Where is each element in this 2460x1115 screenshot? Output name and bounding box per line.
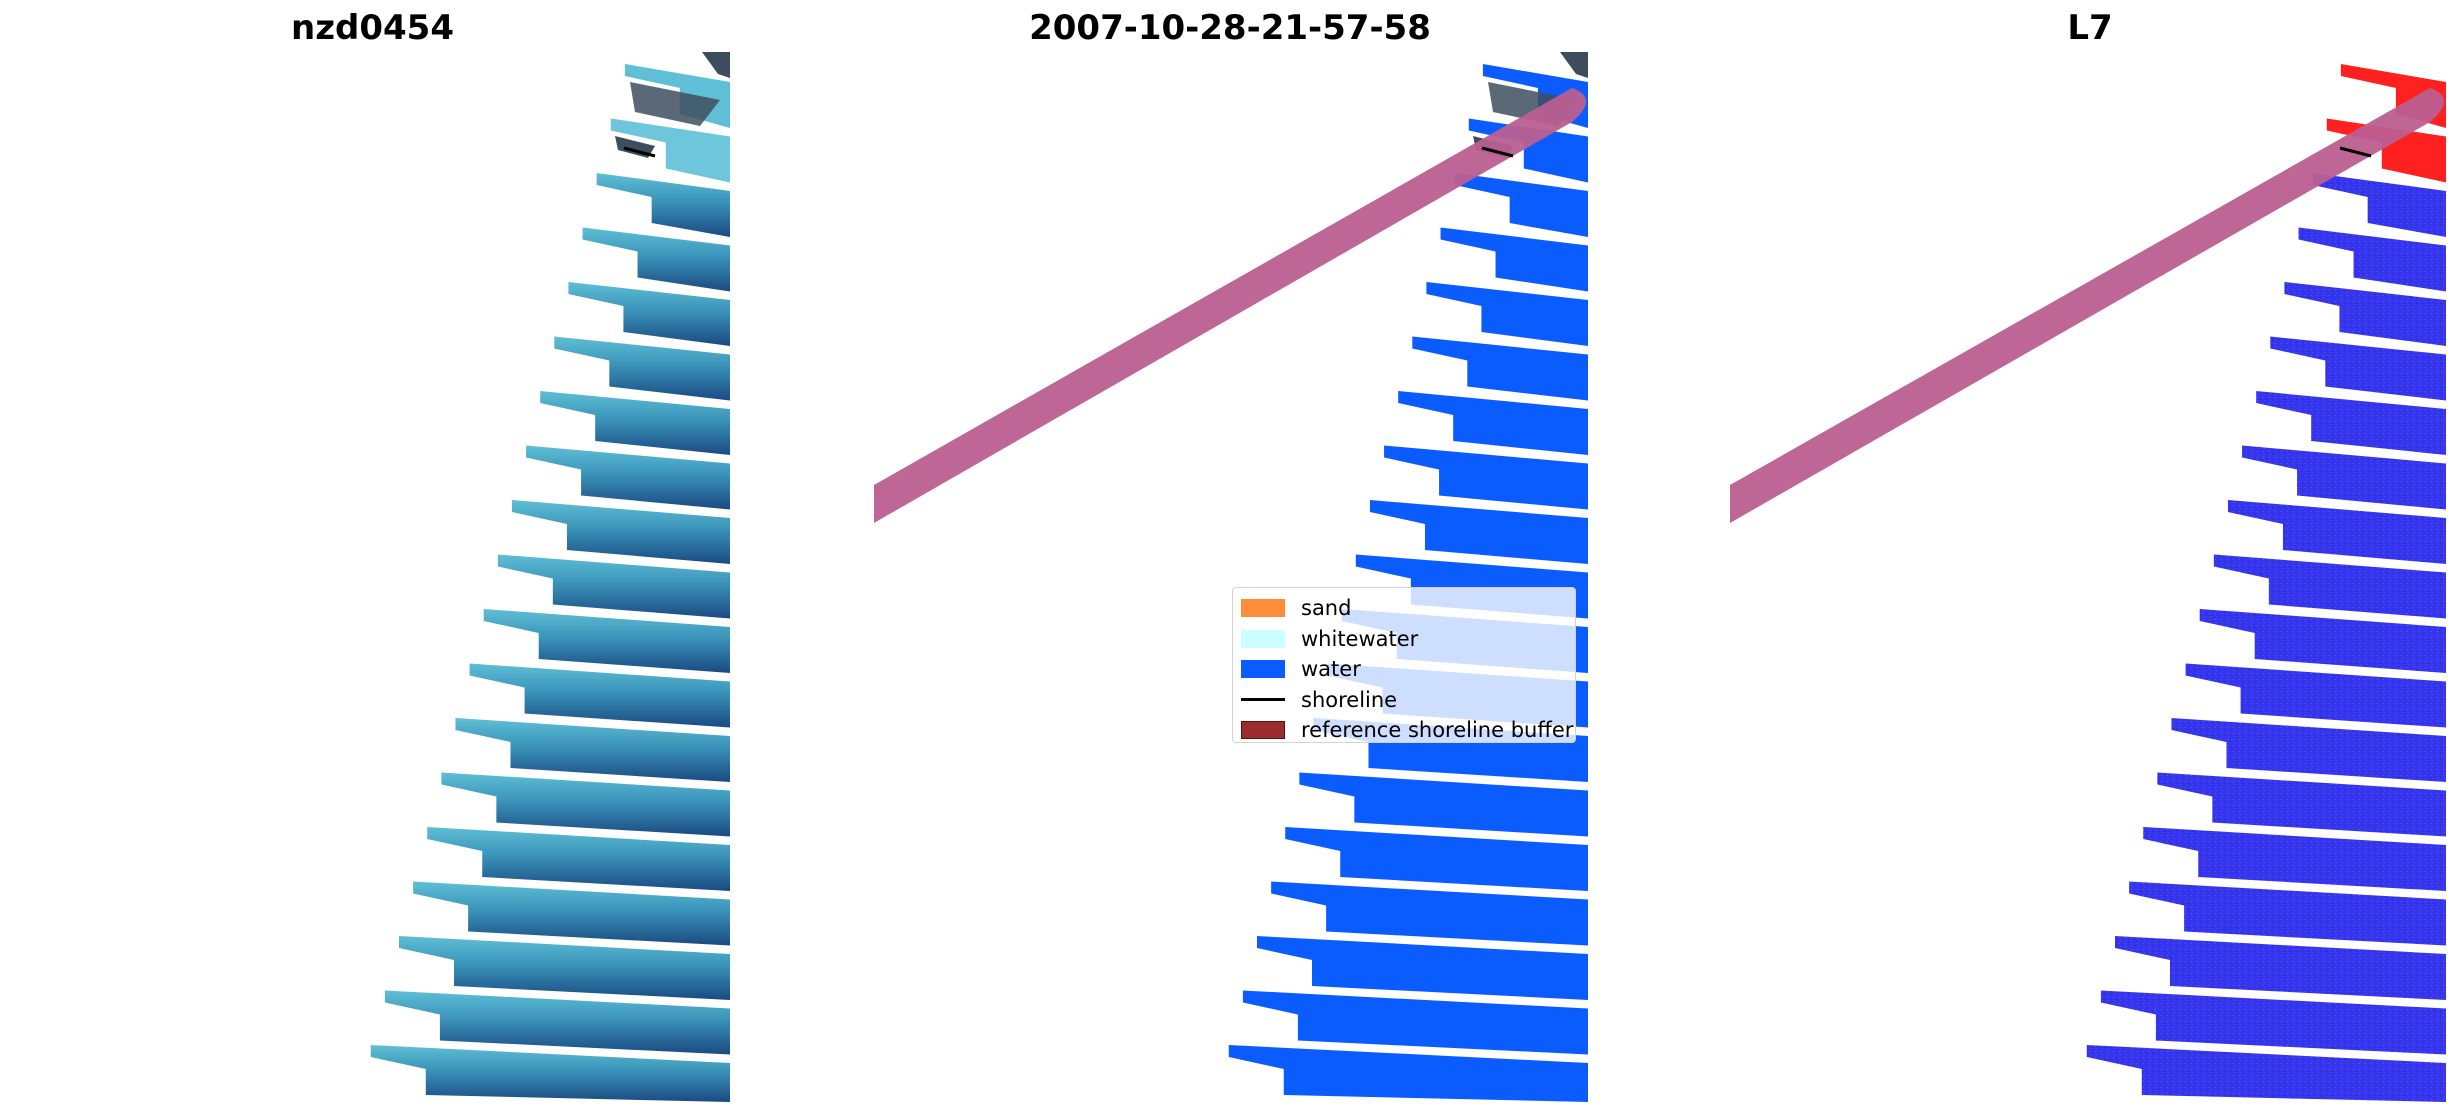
image-strip bbox=[1398, 391, 1588, 455]
legend-label: water bbox=[1301, 657, 1361, 682]
legend-swatch-whitewater bbox=[1241, 629, 1285, 648]
panel-l7-image bbox=[1730, 64, 2446, 1102]
image-strip bbox=[2199, 609, 2446, 673]
image-strip bbox=[1454, 173, 1588, 237]
image-strip bbox=[582, 227, 730, 292]
image-strip bbox=[526, 445, 730, 510]
image-cloud bbox=[630, 82, 720, 126]
image-strip bbox=[2298, 227, 2446, 292]
shoreline-line bbox=[2339, 146, 2372, 158]
legend-swatch-shoreline bbox=[1241, 698, 1285, 702]
image-strip bbox=[1271, 881, 1588, 946]
image-strip bbox=[1285, 827, 1588, 891]
image-strip bbox=[483, 609, 730, 673]
legend-item-shoreline: shoreline bbox=[1241, 685, 1567, 716]
image-strip bbox=[2100, 990, 2446, 1055]
image-strip bbox=[2242, 445, 2446, 510]
image-strip bbox=[2143, 827, 2446, 891]
image-strip bbox=[384, 990, 730, 1055]
image-strip bbox=[596, 173, 730, 237]
legend-item-reference-shoreline-buffer: reference shoreline buffer bbox=[1241, 715, 1573, 746]
panel-rgb-image bbox=[370, 52, 730, 1102]
image-strip bbox=[413, 881, 730, 946]
image-strip bbox=[540, 391, 730, 455]
image-strip bbox=[2129, 881, 2446, 946]
legend: sand whitewater water shoreline referenc… bbox=[1232, 587, 1576, 743]
image-strip bbox=[2185, 663, 2446, 728]
legend-item-whitewater: whitewater bbox=[1241, 624, 1567, 655]
image-cloud bbox=[702, 52, 730, 78]
image-strip bbox=[568, 282, 730, 346]
legend-item-sand: sand bbox=[1241, 593, 1567, 624]
image-strip bbox=[511, 500, 730, 564]
reference-shoreline-buffer bbox=[1730, 88, 2444, 523]
reference-shoreline-buffer bbox=[874, 88, 1586, 523]
image-strip bbox=[2270, 336, 2446, 401]
image-cloud bbox=[1560, 52, 1588, 78]
image-strip bbox=[1384, 445, 1588, 510]
image-strip bbox=[1369, 500, 1588, 564]
legend-swatch-sand bbox=[1241, 599, 1285, 618]
image-strip bbox=[2227, 500, 2446, 564]
legend-label: reference shoreline buffer bbox=[1301, 718, 1574, 743]
shoreline-line bbox=[623, 146, 656, 158]
legend-item-water: water bbox=[1241, 654, 1567, 685]
image-strip bbox=[1228, 1045, 1588, 1102]
image-strip bbox=[2171, 718, 2446, 782]
panel-classified-image bbox=[874, 52, 1588, 1102]
image-strip bbox=[441, 772, 730, 837]
image-strip bbox=[2157, 772, 2446, 837]
panel-title-l7: L7 bbox=[2067, 8, 2113, 48]
image-strip bbox=[2284, 282, 2446, 346]
image-strip bbox=[497, 554, 730, 619]
image-strip bbox=[469, 663, 730, 728]
legend-swatch-buffer bbox=[1241, 721, 1285, 740]
image-strip bbox=[427, 827, 730, 891]
image-strip bbox=[1426, 282, 1588, 346]
legend-label: whitewater bbox=[1301, 626, 1419, 651]
panel-title-classified: 2007-10-28-21-57-58 bbox=[1029, 8, 1431, 48]
image-strip bbox=[2256, 391, 2446, 455]
image-strip bbox=[1440, 227, 1588, 292]
panel-title-rgb: nzd0454 bbox=[291, 8, 454, 48]
image-strip bbox=[370, 1045, 730, 1102]
image-strip bbox=[455, 718, 730, 782]
legend-swatch-water bbox=[1241, 660, 1285, 679]
image-strip bbox=[2115, 936, 2446, 1000]
image-strip bbox=[1242, 990, 1588, 1055]
image-strip bbox=[554, 336, 730, 401]
image-strip bbox=[2312, 173, 2446, 237]
image-strip bbox=[1299, 772, 1588, 837]
image-strip bbox=[610, 118, 730, 183]
image-strip bbox=[2086, 1045, 2446, 1102]
image-strip bbox=[1412, 336, 1588, 401]
image-strip bbox=[2213, 554, 2446, 619]
image-strip bbox=[399, 936, 730, 1000]
shoreline-line bbox=[1481, 146, 1514, 158]
legend-label: shoreline bbox=[1301, 687, 1398, 712]
legend-label: sand bbox=[1301, 596, 1352, 621]
image-strip bbox=[1257, 936, 1588, 1000]
